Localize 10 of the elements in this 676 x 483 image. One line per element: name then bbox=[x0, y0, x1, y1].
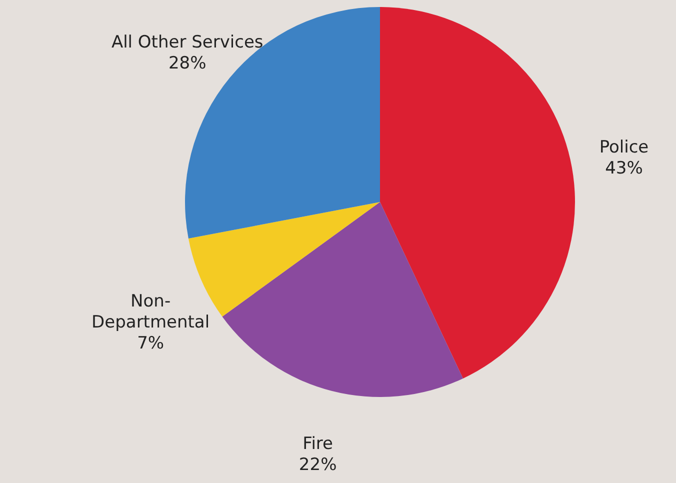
slice-label: All Other Services bbox=[111, 32, 264, 53]
pie-slice bbox=[380, 7, 575, 378]
slice-label: Fire bbox=[302, 434, 333, 454]
data-label: 22% bbox=[298, 455, 337, 476]
slice-label: Police bbox=[599, 137, 649, 158]
data-label: 7% bbox=[137, 333, 164, 354]
data-label: 43% bbox=[605, 158, 643, 178]
pie-slice bbox=[222, 202, 464, 397]
data-label: 28% bbox=[168, 54, 206, 74]
slice-label: Non-Departmental bbox=[92, 291, 210, 332]
